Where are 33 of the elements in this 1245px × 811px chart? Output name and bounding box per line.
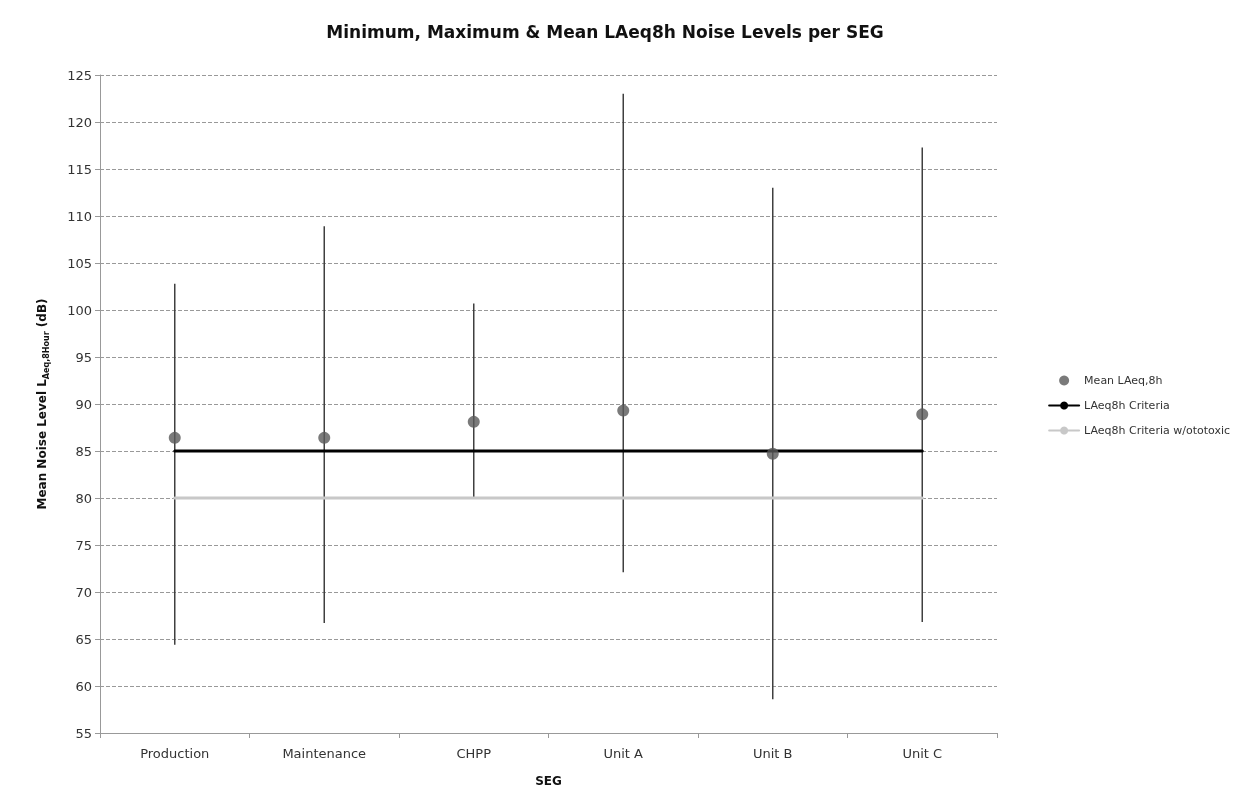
- point: [617, 404, 630, 417]
- y-axis-title: Mean Noise Level LAeq,8Hour (dB): [35, 298, 51, 510]
- y-tick-label: 70: [75, 584, 92, 600]
- point: [766, 447, 779, 460]
- x-axis-title: SEG: [535, 774, 562, 788]
- legend-label: LAeq8h Criteria: [1084, 399, 1170, 412]
- y-tick-label: 115: [67, 161, 92, 177]
- y-tick-label: 105: [67, 255, 92, 271]
- point: [916, 408, 929, 421]
- x-tick-label: CHPP: [456, 746, 492, 761]
- x-tick-label: Unit B: [752, 746, 793, 761]
- x-tick-label: Unit C: [902, 746, 943, 761]
- y-tick-label: 90: [75, 396, 92, 412]
- y-tick-label: 75: [75, 537, 92, 553]
- legend-label: Mean LAeq,8h: [1084, 374, 1163, 387]
- y-tick-label: 110: [67, 208, 92, 224]
- y-tick-label: 55: [75, 725, 92, 741]
- y-tick-label: 65: [75, 631, 92, 647]
- y-tick-label: 95: [75, 349, 92, 365]
- point: [168, 431, 181, 444]
- x-tick-label: Unit A: [603, 746, 644, 761]
- y-tick-label: 85: [75, 443, 92, 459]
- y-tick-label: 80: [75, 490, 92, 506]
- legend-label: LAeq8h Criteria w/ototoxic: [1084, 424, 1231, 437]
- y-tick-label: 60: [75, 678, 92, 694]
- point: [467, 415, 480, 428]
- point: [318, 431, 331, 444]
- x-tick-label: Maintenance: [282, 746, 367, 761]
- y-tick-label: 120: [67, 114, 92, 130]
- y-tick-label: 100: [67, 302, 92, 318]
- x-tick-label: Production: [140, 746, 210, 761]
- y-tick-label: 125: [67, 67, 92, 83]
- chart-title: Minimum, Maximum & Mean LAeq8h Noise Levels per SEG: [326, 21, 884, 42]
